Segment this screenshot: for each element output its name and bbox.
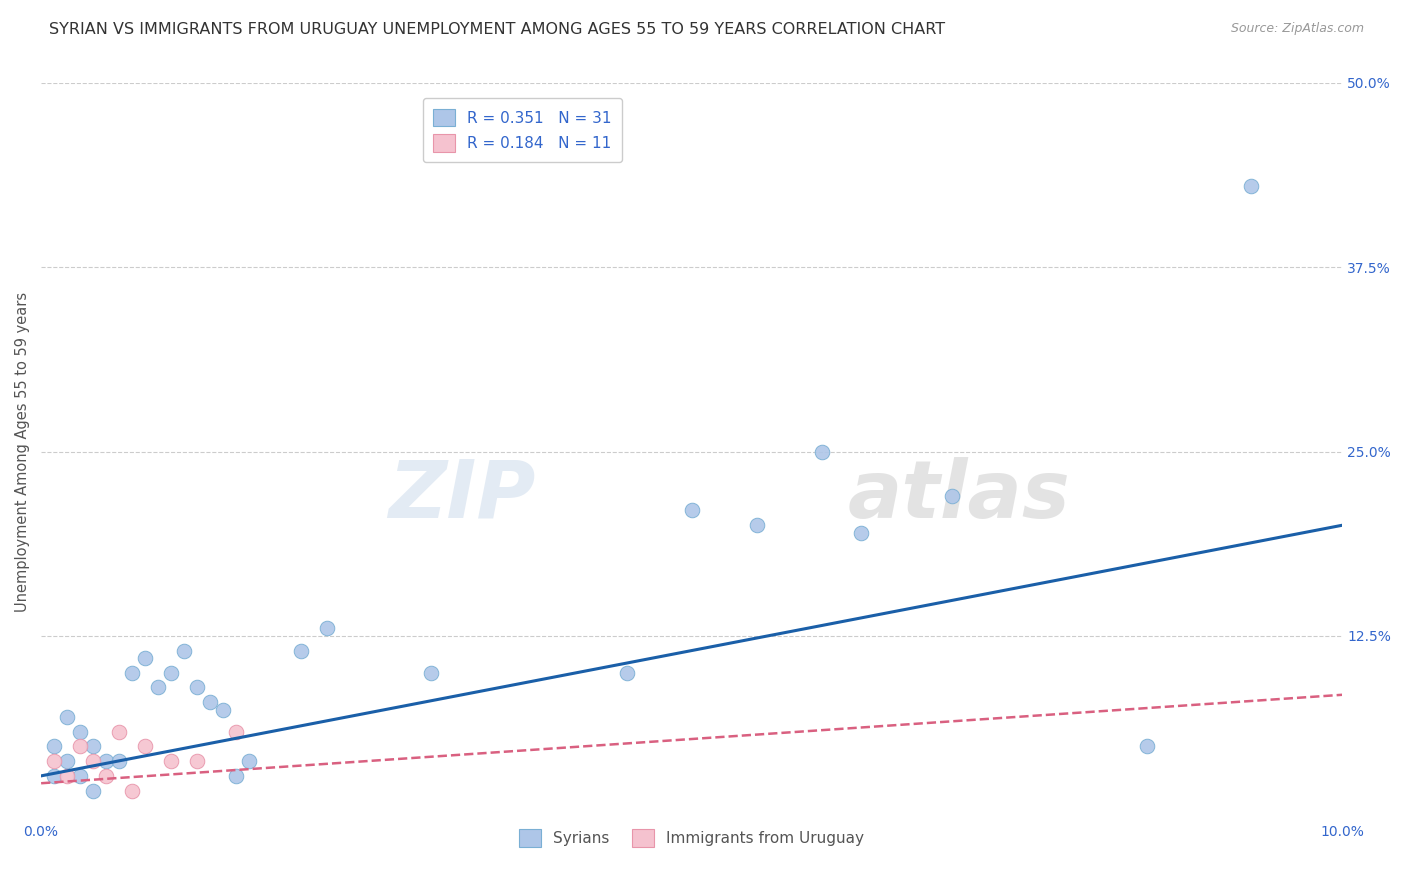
Legend: Syrians, Immigrants from Uruguay: Syrians, Immigrants from Uruguay [513,823,870,853]
Point [681,503,703,517]
Point [290,643,312,657]
Point [56,710,79,724]
Text: SYRIAN VS IMMIGRANTS FROM URUGUAY UNEMPLOYMENT AMONG AGES 55 TO 59 YEARS CORRELA: SYRIAN VS IMMIGRANTS FROM URUGUAY UNEMPL… [49,22,945,37]
Point [134,739,156,754]
Point [56,769,79,783]
Text: ZIP: ZIP [388,457,536,534]
Point [745,518,768,533]
Point [810,444,832,458]
Point [316,622,339,636]
Text: atlas: atlas [848,457,1070,534]
Point [225,724,247,739]
Point [42,739,65,754]
Point [941,489,963,503]
Point [121,665,143,680]
Point [82,754,104,768]
Text: Source: ZipAtlas.com: Source: ZipAtlas.com [1230,22,1364,36]
Point [69,739,91,754]
Point [186,754,208,768]
Point [225,769,247,783]
Point [82,783,104,797]
Point [186,681,208,695]
Point [134,651,156,665]
Point [56,754,79,768]
Point [42,754,65,768]
Point [160,665,183,680]
Point [200,695,222,709]
Point [1136,739,1159,754]
Point [212,702,235,716]
Y-axis label: Unemployment Among Ages 55 to 59 years: Unemployment Among Ages 55 to 59 years [15,292,30,612]
Point [1240,179,1263,194]
Point [160,754,183,768]
Point [849,525,872,540]
Point [96,754,118,768]
Point [121,783,143,797]
Point [238,754,260,768]
Point [96,769,118,783]
Point [173,643,195,657]
Point [82,739,104,754]
Point [616,665,638,680]
Point [69,724,91,739]
Point [148,681,170,695]
Point [420,665,443,680]
Point [69,769,91,783]
Point [108,754,131,768]
Point [42,769,65,783]
Point [108,724,131,739]
